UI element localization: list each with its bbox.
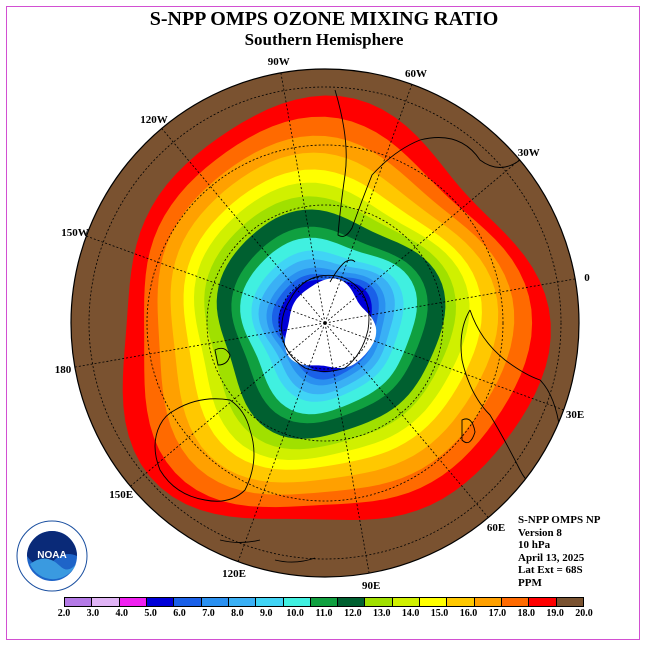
colorbar-tick-label: 8.0 <box>231 608 244 619</box>
colorbar-segment <box>556 598 583 606</box>
info-line-instrument: S-NPP OMPS NP <box>518 514 601 526</box>
colorbar-segment <box>420 598 448 606</box>
colorbar-segment <box>392 598 421 606</box>
noaa-logo: NOAA <box>16 520 88 592</box>
coastline <box>274 557 316 563</box>
longitude-label: 30W <box>518 147 540 159</box>
longitude-label: 180 <box>55 364 72 376</box>
latitude-circle <box>88 86 562 560</box>
coastline <box>281 274 370 372</box>
coastline <box>329 259 356 283</box>
colorbar-tick-label: 12.0 <box>344 608 362 619</box>
colorbar-segment <box>283 598 311 606</box>
info-line-pressure: 10 hPa <box>518 539 551 551</box>
colorbar-tick-label: 20.0 <box>575 608 593 619</box>
longitude-label: 120W <box>140 114 168 126</box>
colorbar-segment <box>228 598 257 606</box>
graticule <box>74 72 576 574</box>
colorbar-ticks: 2.0 3.0 4.0 5.0 6.0 7.0 8.0 9.0 10.0 11.0 12.0 13.0… <box>58 608 593 622</box>
colorbar-segment <box>338 598 366 606</box>
colorbar-segment <box>447 598 475 606</box>
colorbar-segment <box>92 598 120 606</box>
colorbar-tick-label: 17.0 <box>488 608 507 619</box>
colorbar-tick-label: 13.0 <box>373 608 391 619</box>
colorbar-tick-label: 3.0 <box>86 608 100 619</box>
longitude-label: 0 <box>584 272 590 284</box>
info-line-date: April 13, 2025 <box>518 551 585 564</box>
colorbar-tick-label: 6.0 <box>173 608 186 619</box>
longitude-label: 120E <box>222 568 246 580</box>
colorbar-segment <box>146 598 175 606</box>
longitude-label: 60E <box>487 522 505 534</box>
longitude-label: 90E <box>362 580 380 592</box>
contour-band <box>284 278 377 368</box>
coastline <box>461 418 476 444</box>
colorbar-segment <box>174 598 202 606</box>
colorbar-tick-label: 10.0 <box>286 608 304 619</box>
coastline <box>214 347 231 366</box>
map-subtitle: Southern Hemisphere <box>244 30 404 49</box>
info-line-lat-extent: Lat Ext = 68S <box>518 564 583 576</box>
longitude-label: 30E <box>566 409 584 421</box>
colorbar-tick-label: 19.0 <box>546 608 564 619</box>
longitude-label: 60W <box>405 68 427 80</box>
colorbar-segment <box>256 598 284 606</box>
colorbar-segment <box>365 598 393 606</box>
colorbar <box>64 597 584 607</box>
coastline <box>334 89 521 237</box>
colorbar-tick-label: 9.0 <box>259 608 273 619</box>
colorbar-tick-label: 18.0 <box>517 608 535 619</box>
longitude-labels: 90W 60W 30W 0 30E 60E 90E 120E 150E 180 150W 120W <box>55 56 591 592</box>
ozone-contour-bands <box>71 69 579 577</box>
colorbar-tick-label: 4.0 <box>115 608 129 619</box>
map-border <box>70 68 580 578</box>
colorbar-segment <box>474 598 502 606</box>
longitude-label: 90W <box>268 56 290 68</box>
colorbar-segment <box>502 598 530 606</box>
colorbar-tick-label: 2.0 <box>57 608 71 619</box>
coastline <box>219 539 261 543</box>
colorbar-segment <box>310 598 339 606</box>
noaa-logo-text: NOAA <box>37 550 66 561</box>
colorbar-segment <box>529 598 557 606</box>
colorbar-tick-label: 14.0 <box>401 608 420 619</box>
info-line-version: Version 8 <box>518 526 562 539</box>
colorbar-segment <box>201 598 229 606</box>
info-box: S-NPP OMPS NP Version 8 10 hPa April 13,… <box>518 514 601 589</box>
colorbar-segment <box>119 598 147 606</box>
latitude-circle <box>146 144 504 502</box>
info-line-units: PPM <box>518 576 542 589</box>
latitude-circle <box>278 276 372 370</box>
latitude-circle <box>206 204 444 442</box>
colorbar-tick-label: 11.0 <box>315 608 333 619</box>
map-title: S-NPP OMPS OZONE MIXING RATIO <box>149 8 499 30</box>
longitude-label: 150E <box>109 489 133 501</box>
colorbar-tick-label: 7.0 <box>202 608 215 619</box>
colorbar-tick-label: 15.0 <box>430 608 449 619</box>
colorbar-segment <box>65 598 93 606</box>
coastline <box>154 398 255 502</box>
image-frame <box>6 6 640 640</box>
colorbar-tick-label: 5.0 <box>144 608 157 619</box>
colorbar-tick-label: 16.0 <box>459 608 478 619</box>
longitude-label: 150W <box>61 227 89 239</box>
